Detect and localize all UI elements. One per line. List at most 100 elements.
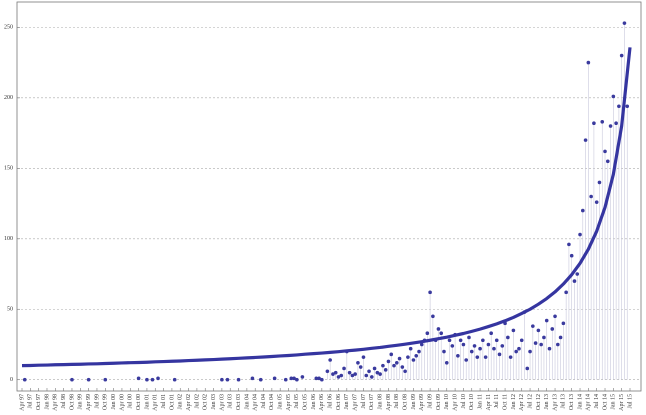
data-point — [600, 120, 605, 124]
data-point — [553, 314, 557, 319]
x-tick-label: Jul 02 — [194, 394, 200, 409]
data-point — [375, 370, 380, 375]
data-point — [525, 366, 530, 371]
y-tick-label: 200 — [4, 95, 13, 101]
data-point — [386, 359, 391, 364]
data-point — [397, 356, 402, 361]
data-point — [447, 338, 452, 343]
data-point — [550, 327, 555, 331]
x-tick-label: Jul 12 — [527, 394, 533, 409]
data-point — [317, 376, 321, 381]
data-point — [394, 361, 399, 365]
data-point — [514, 349, 518, 354]
data-point — [467, 335, 471, 340]
x-tick-label: Apr 10 — [452, 394, 458, 411]
y-tick-label: 50 — [7, 307, 13, 313]
x-tick-label: Apr 97 — [19, 394, 25, 411]
data-point — [408, 346, 413, 351]
data-point — [145, 377, 149, 382]
data-point — [547, 346, 552, 351]
data-point — [292, 376, 296, 381]
data-point — [236, 377, 241, 382]
data-point — [581, 208, 585, 213]
data-point — [461, 342, 466, 347]
data-point — [383, 368, 388, 372]
data-point — [572, 279, 577, 283]
data-point — [258, 377, 263, 382]
x-tick-label: Jan 98 — [44, 394, 50, 410]
x-tick-label: Apr 11 — [486, 394, 492, 411]
data-point — [406, 355, 410, 359]
x-tick-label: Apr 08 — [386, 394, 392, 411]
data-point — [22, 377, 27, 382]
x-tick-label: Oct 99 — [103, 394, 109, 410]
y-tick-label: 0 — [10, 377, 13, 383]
x-tick-label: Jul 98 — [61, 394, 67, 409]
data-point — [425, 331, 430, 336]
data-point — [544, 318, 549, 323]
data-point — [103, 377, 108, 382]
x-tick-label: Jul 04 — [261, 394, 267, 409]
data-point — [442, 349, 446, 354]
data-point — [597, 180, 602, 185]
x-tick-label: Jan 01 — [144, 394, 150, 410]
data-point — [594, 200, 599, 204]
x-tick-label: Jul 11 — [494, 394, 500, 408]
data-point — [289, 376, 294, 381]
data-point — [403, 369, 407, 374]
data-point — [486, 342, 491, 347]
x-tick-label: Jan 15 — [611, 394, 617, 410]
data-point — [500, 344, 505, 348]
data-point — [325, 369, 330, 374]
x-tick-label: Oct 04 — [269, 394, 275, 410]
x-tick-label: Apr 01 — [153, 394, 159, 411]
data-point — [428, 290, 432, 295]
x-tick-label: Jul 08 — [394, 394, 400, 409]
data-point — [481, 338, 485, 343]
x-tick-label: Jan 09 — [411, 394, 417, 410]
data-point — [605, 159, 610, 164]
data-point — [611, 94, 616, 99]
data-point — [592, 121, 596, 126]
x-tick-label: Apr 14 — [586, 394, 592, 411]
x-tick-label: Jul 07 — [361, 394, 367, 409]
data-point — [528, 349, 532, 354]
x-tick-label: Apr 04 — [253, 394, 259, 411]
x-tick-label: Oct 10 — [469, 394, 475, 410]
data-point — [519, 338, 524, 343]
data-point — [556, 342, 560, 347]
data-point — [361, 355, 366, 359]
data-point — [320, 377, 324, 382]
data-point — [370, 375, 374, 379]
x-tick-label: Oct 03 — [236, 394, 242, 410]
data-point — [414, 353, 419, 358]
data-point — [558, 335, 563, 340]
data-point — [589, 194, 593, 199]
data-point — [419, 342, 424, 347]
x-tick-label: Oct 06 — [336, 394, 342, 410]
data-point — [511, 328, 516, 333]
data-point — [464, 358, 469, 362]
x-tick-label: Jul 01 — [161, 394, 167, 409]
x-tick-label: Oct 08 — [402, 394, 408, 410]
x-tick-label: Oct 05 — [303, 394, 309, 410]
data-point — [531, 324, 535, 328]
data-point — [614, 121, 618, 126]
x-tick-label: Oct 07 — [369, 394, 375, 410]
x-tick-label: Apr 09 — [419, 394, 425, 411]
x-tick-label: Jan 14 — [577, 394, 583, 410]
x-tick-label: Jul 14 — [594, 394, 600, 409]
data-point — [625, 104, 630, 109]
data-point — [331, 372, 335, 376]
data-point — [328, 358, 332, 362]
data-point — [444, 361, 449, 365]
data-point — [619, 53, 624, 58]
data-point — [575, 272, 580, 276]
y-tick-label: 250 — [4, 25, 13, 31]
data-point — [542, 335, 546, 340]
data-point — [411, 358, 416, 362]
x-tick-label: Apr 05 — [286, 394, 292, 411]
data-point — [342, 366, 346, 371]
data-point — [456, 353, 460, 358]
data-point — [220, 377, 224, 382]
